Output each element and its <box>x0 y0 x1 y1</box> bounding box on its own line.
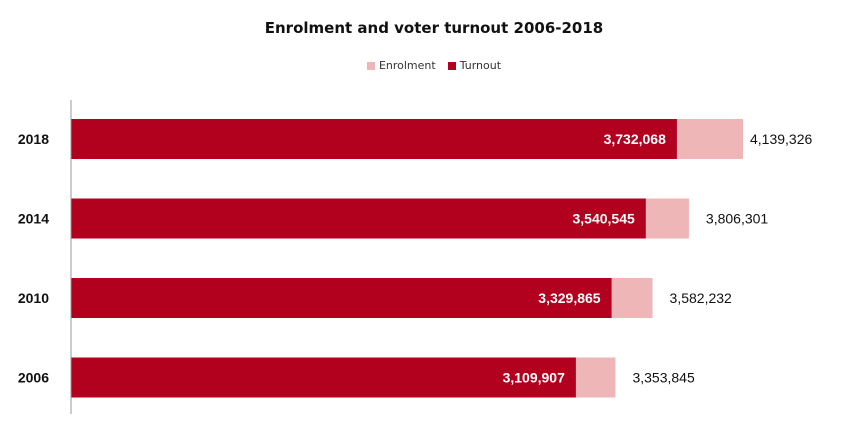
data-label-enrolment-2014: 3,806,301 <box>706 211 768 227</box>
bar-turnout-2014 <box>71 198 646 239</box>
legend-swatch-turnout <box>447 61 456 70</box>
data-label-turnout-2018: 3,732,068 <box>604 131 666 147</box>
bar-turnout-2006 <box>71 357 576 398</box>
legend: Enrolment Turnout <box>0 59 868 72</box>
category-label-2018: 2018 <box>18 131 49 147</box>
data-label-turnout-2010: 3,329,865 <box>538 290 600 306</box>
legend-item-enrolment: Enrolment <box>366 59 436 72</box>
legend-label-turnout: Turnout <box>459 59 502 72</box>
data-label-turnout-2014: 3,540,545 <box>572 211 634 227</box>
bar-turnout-2010 <box>71 278 612 318</box>
data-label-enrolment-2010: 3,582,232 <box>670 290 732 306</box>
data-label-turnout-2006: 3,109,907 <box>503 370 565 386</box>
legend-swatch-enrolment <box>366 61 375 70</box>
data-label-enrolment-2018: 4,139,326 <box>750 131 812 147</box>
legend-label-enrolment: Enrolment <box>378 59 436 72</box>
category-label-2014: 2014 <box>18 211 49 227</box>
chart-title: Enrolment and voter turnout 2006-2018 <box>264 19 604 37</box>
data-label-enrolment-2006: 3,353,845 <box>632 370 694 386</box>
category-label-2006: 2006 <box>18 370 49 386</box>
bar-turnout-2018 <box>71 119 677 159</box>
legend-item-turnout: Turnout <box>447 59 502 72</box>
category-label-2010: 2010 <box>18 290 49 306</box>
